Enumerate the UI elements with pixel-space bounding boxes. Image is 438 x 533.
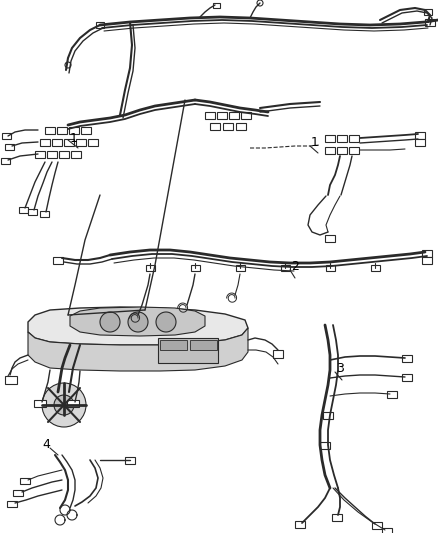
Polygon shape <box>70 307 205 336</box>
Bar <box>325 134 335 141</box>
Text: 2: 2 <box>291 261 299 273</box>
Bar <box>88 139 98 146</box>
Circle shape <box>128 312 148 332</box>
Bar <box>39 211 49 217</box>
Bar <box>425 19 435 26</box>
Circle shape <box>156 312 176 332</box>
Bar <box>45 126 55 133</box>
Bar <box>57 126 67 133</box>
Bar <box>125 456 135 464</box>
Bar <box>67 400 79 407</box>
Bar <box>422 249 432 256</box>
Polygon shape <box>28 307 248 345</box>
Bar <box>76 139 86 146</box>
Circle shape <box>100 312 120 332</box>
Bar <box>69 126 79 133</box>
Text: 4: 4 <box>42 439 50 451</box>
Bar <box>160 340 187 350</box>
Bar <box>402 374 412 381</box>
Bar <box>415 132 425 139</box>
Polygon shape <box>28 328 248 371</box>
Bar <box>64 139 74 146</box>
Bar <box>47 150 57 157</box>
Bar <box>53 256 63 263</box>
Bar <box>5 376 17 384</box>
Bar <box>241 111 251 118</box>
Bar <box>371 265 379 271</box>
Bar <box>0 158 10 164</box>
Bar <box>337 147 347 154</box>
Bar <box>210 123 220 130</box>
Bar <box>13 490 23 496</box>
Bar <box>52 139 62 146</box>
Bar <box>212 3 219 7</box>
Bar <box>325 235 335 241</box>
Bar <box>273 350 283 358</box>
Bar <box>349 134 359 141</box>
Bar <box>20 478 30 484</box>
Bar <box>229 111 239 118</box>
Bar <box>81 126 91 133</box>
Bar <box>320 441 330 448</box>
Bar <box>402 354 412 361</box>
Text: 1: 1 <box>311 136 319 149</box>
Bar <box>34 400 46 407</box>
Bar <box>415 139 425 146</box>
Bar <box>191 265 199 271</box>
Bar <box>4 144 14 150</box>
Bar <box>96 22 104 28</box>
Bar <box>236 265 244 271</box>
Circle shape <box>257 0 263 6</box>
Bar <box>18 207 28 213</box>
Bar <box>145 265 155 271</box>
Bar <box>223 123 233 130</box>
Bar <box>158 338 218 363</box>
Circle shape <box>42 383 86 427</box>
Bar <box>40 139 50 146</box>
Bar <box>382 528 392 533</box>
Bar <box>35 150 45 157</box>
Bar <box>337 134 347 141</box>
Bar <box>332 513 342 521</box>
Text: 1: 1 <box>70 132 78 144</box>
Bar <box>71 150 81 157</box>
Bar <box>325 147 335 154</box>
Bar <box>372 521 382 529</box>
Bar <box>424 9 432 15</box>
Bar <box>422 256 432 263</box>
Bar <box>190 340 217 350</box>
Bar <box>295 521 305 528</box>
Bar <box>59 150 69 157</box>
Bar <box>205 111 215 118</box>
Bar <box>236 123 246 130</box>
Bar <box>323 411 333 418</box>
Circle shape <box>54 395 74 415</box>
Bar <box>349 147 359 154</box>
Bar <box>217 111 227 118</box>
Bar <box>325 265 335 271</box>
Bar <box>280 265 290 271</box>
Bar <box>28 209 36 215</box>
Text: 3: 3 <box>336 361 344 375</box>
Bar <box>387 391 397 398</box>
Bar <box>7 501 17 507</box>
Circle shape <box>65 62 71 68</box>
Bar <box>1 133 11 139</box>
